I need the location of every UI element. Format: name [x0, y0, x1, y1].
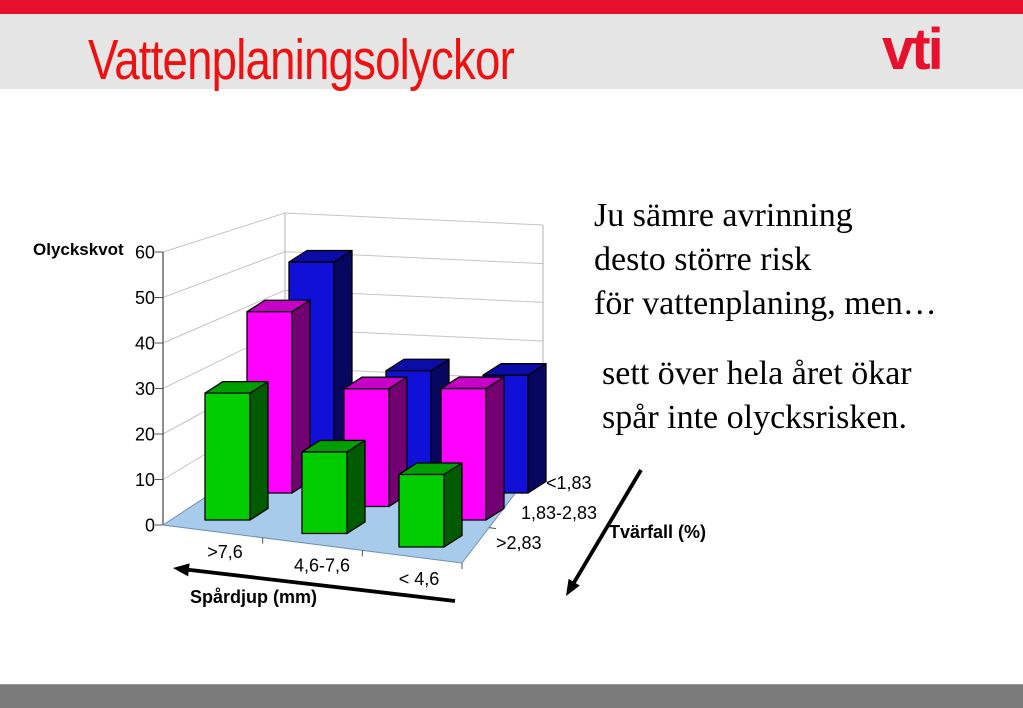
value-tick-label: 50 [135, 288, 155, 308]
value-tick-label: 10 [135, 470, 155, 490]
bar-side-face [527, 363, 547, 494]
bar->2,83-4,6-7,6 [301, 439, 366, 535]
series-label: >2,83 [496, 533, 542, 553]
category-label: 4,6-7,6 [294, 556, 350, 576]
series-axis-title: Tvärfall (%) [609, 522, 706, 542]
value-tick-label: 30 [135, 379, 155, 399]
bar-side-face [485, 376, 505, 521]
annotation-line: för vattenplaning, men… [594, 285, 937, 322]
slide-title: Vattenplaningsolyckor [88, 28, 515, 92]
category-label: >7,6 [207, 542, 243, 562]
series-label: <1,83 [546, 473, 592, 493]
axis-arrow-head [173, 563, 190, 577]
value-tick-label: 60 [135, 243, 155, 263]
annotation-line: spår inte olycksrisken. [602, 399, 907, 436]
series-tick [488, 527, 497, 530]
value-tick-label: 40 [135, 334, 155, 354]
axis-arrow-line [182, 567, 456, 603]
category-label: < 4,6 [399, 569, 440, 589]
annotation-line: sett över hela året ökar [602, 355, 912, 392]
top-red-strip [0, 0, 1023, 14]
vti-logo: vti [882, 17, 944, 82]
category-axis-title: Spårdjup (mm) [190, 587, 317, 607]
series-label: 1,83-2,83 [521, 503, 597, 523]
gridline [162, 251, 544, 298]
annotation-line: desto större risk [594, 241, 812, 278]
bar-front-face [398, 473, 445, 548]
value-axis-title: Olyckskvot [33, 240, 124, 259]
axis-arrow-head [566, 578, 580, 596]
gridline [162, 289, 544, 344]
bar->2,83->7,6 [204, 380, 269, 521]
bar-side-face [249, 380, 269, 521]
bar-front-face [301, 451, 348, 535]
axis-arrow-line [569, 469, 643, 589]
bar-front-face [204, 392, 251, 521]
value-tick-label: 0 [145, 516, 155, 536]
annotation-block-1: Ju sämre avrinning desto större risk för… [594, 194, 937, 326]
bar-side-face [346, 439, 366, 535]
bar-side-face [443, 462, 463, 548]
header-band [0, 14, 1023, 89]
footer-gray-strip [0, 684, 1023, 708]
gridline [162, 212, 544, 253]
annotation-block-2: sett över hela året ökar spår inte olyck… [602, 352, 912, 440]
value-tick-label: 20 [135, 425, 155, 445]
annotation-line: Ju sämre avrinning [594, 197, 853, 234]
bar->2,83-< 4,6 [398, 462, 463, 548]
